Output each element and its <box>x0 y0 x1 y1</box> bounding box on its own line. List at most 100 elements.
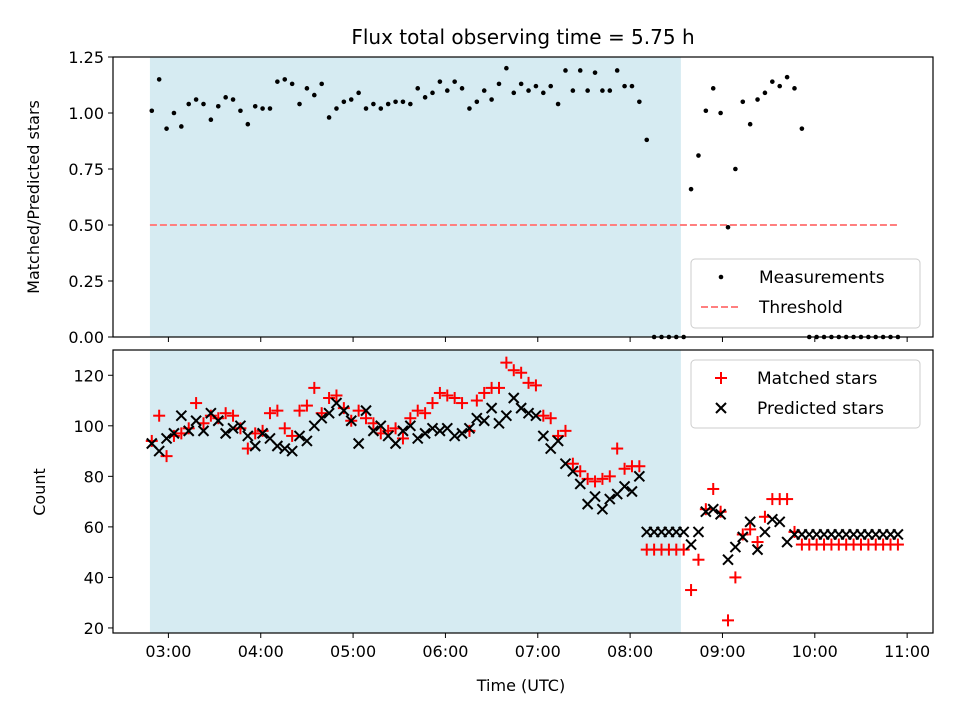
matched-star-point <box>722 614 734 627</box>
measurement-point <box>385 101 391 107</box>
matched-star-point <box>219 407 232 420</box>
measurement-point <box>193 97 199 102</box>
top-ytick-label: 1.00 <box>68 104 104 123</box>
predicted-star-point <box>160 432 173 445</box>
chart-title: Flux total observing time = 5.75 h <box>351 25 694 49</box>
predicted-star-point <box>367 425 380 437</box>
measurement-point <box>600 88 605 93</box>
predicted-star-point <box>323 407 335 419</box>
top-ytick-label: 1.25 <box>68 48 104 67</box>
matched-star-point <box>448 392 461 405</box>
predicted-star-point <box>714 508 727 520</box>
measurement-point <box>371 101 376 107</box>
measurement-point <box>319 81 324 87</box>
bottom-ytick-label: 100 <box>73 417 104 436</box>
predicted-star-point <box>478 415 490 427</box>
matched-star-point <box>891 538 904 551</box>
measurement-point <box>703 108 709 114</box>
predicted-star-point <box>242 430 254 442</box>
legend-predicted-label: Predicted stars <box>757 399 884 419</box>
matched-star-point <box>227 409 240 422</box>
predicted-star-point <box>360 404 372 417</box>
predicted-star-point <box>892 528 904 541</box>
bottom-ytick-label: 40 <box>84 568 104 587</box>
top-x-ticks <box>167 337 908 342</box>
bottom-ytick-label: 20 <box>84 619 104 638</box>
matched-star-point <box>160 450 173 463</box>
matched-star-point <box>522 376 535 389</box>
measurement-point <box>400 99 406 105</box>
measurement-point <box>422 95 428 100</box>
predicted-star-point <box>345 415 357 427</box>
measurement-point <box>179 124 184 129</box>
bottom-y-axis-label: Count <box>30 468 49 516</box>
matched-star-point <box>574 465 587 478</box>
legend-matched-label: Matched stars <box>757 369 877 389</box>
top-ytick-label: 0.00 <box>68 328 104 347</box>
predicted-star-point <box>397 425 409 437</box>
measurement-point <box>622 83 627 89</box>
matched-star-point <box>300 399 313 412</box>
top-legend-box <box>690 258 921 329</box>
predicted-star-point <box>707 503 719 515</box>
measurement-point <box>614 68 620 73</box>
predicted-star-point <box>508 392 520 404</box>
predicted-star-point <box>485 402 498 414</box>
measurement-point <box>740 99 746 105</box>
matched-star-point <box>744 523 757 536</box>
matched-star-point <box>596 472 609 485</box>
measurement-point <box>511 90 517 96</box>
matched-star-point <box>515 366 528 379</box>
predicted-star-point <box>766 513 779 526</box>
measurement-point <box>474 99 480 105</box>
matched-star-point <box>470 394 483 407</box>
predicted-star-point <box>463 422 476 435</box>
matched-star-point <box>618 462 631 475</box>
predicted-star-point <box>279 442 291 455</box>
matched-star-point <box>581 472 594 485</box>
predicted-star-point <box>219 427 232 440</box>
matched-star-point <box>677 543 690 556</box>
predicted-star-point <box>338 404 350 417</box>
predicted-star-point <box>249 440 261 452</box>
matched-star-point <box>293 404 306 417</box>
predicted-star-point <box>589 490 601 503</box>
measurement-point <box>777 83 783 89</box>
measurement-point <box>408 101 413 107</box>
measurement-point <box>496 81 502 87</box>
xtick-label: 07:00 <box>515 642 561 661</box>
top-ytick-label: 0.50 <box>68 216 104 235</box>
predicted-star-point <box>604 493 616 505</box>
measurement-point <box>725 224 731 230</box>
measurement-point <box>260 106 265 111</box>
predicted-star-point <box>412 432 424 445</box>
observing-window-shade-bottom <box>149 350 681 633</box>
matched-star-point <box>729 571 742 584</box>
predicted-star-point <box>692 526 705 538</box>
measurement-point <box>356 90 361 96</box>
measurement-point <box>755 97 760 102</box>
predicted-star-point <box>448 430 461 442</box>
measurement-point <box>341 99 347 105</box>
measurement-point <box>230 97 236 102</box>
measurement-point <box>245 121 251 127</box>
matched-star-point <box>603 470 616 483</box>
matched-star-point <box>507 364 520 377</box>
measurement-point <box>637 99 642 105</box>
matched-star-point <box>308 381 321 394</box>
measurement-point <box>733 166 738 172</box>
matched-star-point <box>153 409 166 422</box>
matched-star-point <box>426 397 439 410</box>
xtick-label: 10:00 <box>792 642 838 661</box>
measurement-point <box>548 83 554 89</box>
predicted-star-point <box>153 445 165 457</box>
matched-star-point <box>286 429 299 442</box>
measurement-point <box>297 101 302 107</box>
measurement-point <box>326 115 332 120</box>
measurement-point <box>467 106 472 111</box>
measurement-point <box>201 101 206 107</box>
measurement-point <box>444 88 450 93</box>
matched-star-point <box>529 379 542 392</box>
measurement-point <box>149 108 155 114</box>
matched-star-point <box>736 528 749 541</box>
